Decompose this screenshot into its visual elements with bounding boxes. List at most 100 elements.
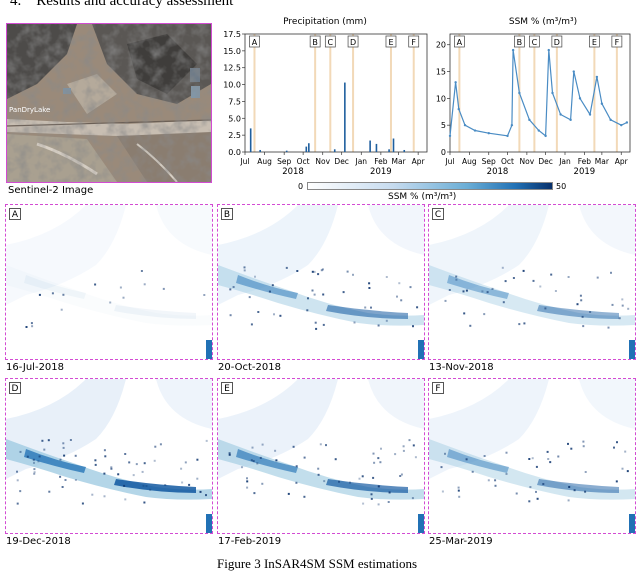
ssm-series-point [551, 91, 554, 95]
ssm-background-region [368, 205, 424, 255]
ssm-wet-pixel [124, 453, 127, 455]
ssm-wet-pixel [523, 322, 526, 325]
event-marker-box [309, 35, 321, 48]
ssm-wet-pixel [261, 443, 264, 446]
ssm-wet-pixel [25, 326, 28, 328]
ssm-wet-core [326, 305, 408, 319]
ssm-wet-pixel [33, 472, 36, 475]
ssm-wet-pixel [624, 450, 627, 453]
panel-date: 13-Nov-2018 [429, 362, 494, 373]
ssm-wet-pixel [581, 315, 584, 318]
ssm-series-point [528, 118, 531, 122]
x-tick-label: Dec [538, 157, 553, 166]
ssm-wet-pixel [457, 486, 460, 489]
ssm-wet-pixel [228, 453, 231, 456]
place-label: PanDryLake [9, 106, 50, 114]
event-marker-box [611, 35, 623, 48]
ssm-wet-pixel [205, 494, 207, 497]
figure-caption: Figure 3 InSAR4SM SSM estimations [217, 556, 418, 571]
ssm-wet-pixel [550, 273, 553, 276]
ssm-wet-pixel [398, 282, 401, 285]
ssm-series-point [510, 123, 514, 127]
precip-bar [305, 146, 308, 152]
ssm-background-region [579, 379, 635, 429]
ssm-wet-pixel [246, 486, 249, 489]
ssm-wet-pixel [518, 323, 521, 326]
panel-tag: E [221, 382, 233, 394]
panel-date: 20-Oct-2018 [218, 362, 281, 373]
panel-tag: A [9, 208, 21, 220]
ssm-wet-pixel [117, 473, 120, 476]
ssm-wet-pixel [388, 491, 391, 494]
ssm-wet-pixel [31, 325, 34, 328]
ssm-wet-pixel [259, 456, 262, 459]
ssm-wet-pixel [124, 498, 127, 501]
section-title: Results and accuracy assessment [36, 0, 234, 9]
ssm-wet-core [24, 275, 86, 299]
colorbar-title: SSM % (m³/m³) [388, 192, 457, 202]
ssm-wet-pixel [462, 290, 465, 293]
ssm-wet-pixel [483, 313, 486, 316]
ssm-wet-pixel [145, 485, 148, 487]
ssm-series-point [454, 81, 457, 84]
x-tick-label: Apr [412, 157, 426, 166]
ssm-wet-pixel [271, 284, 274, 287]
ssm-wet-pixel [315, 327, 318, 330]
ssm-wet-pixel [16, 502, 19, 505]
event-marker-label: E [388, 38, 393, 47]
ssm-wet-pixel [487, 479, 490, 482]
ssm-wet-pixel [140, 270, 143, 272]
ssm-map-panel: B [217, 204, 425, 360]
year-label-right: 2019 [574, 167, 596, 177]
x-tick-label: Oct [297, 157, 310, 166]
ssm-series-point [620, 123, 623, 127]
ssm-wet-pixel [448, 289, 451, 291]
ssm-wet-pixel [412, 444, 415, 447]
ssm-wet-pixel [43, 448, 46, 451]
ssm-series-point [572, 70, 575, 73]
ssm-edge-patch [629, 340, 635, 359]
ssm-wet-pixel [441, 490, 444, 493]
y-tick-label: 2.5 [228, 131, 241, 140]
event-marker-label: C [532, 38, 538, 47]
ssm-wet-pixel [285, 266, 288, 269]
ssm-wet-pixel [455, 275, 458, 278]
precip-bar [403, 149, 406, 152]
ssm-wet-pixel [372, 476, 375, 479]
ssm-wet-pixel [143, 283, 146, 286]
ssm-edge-patch [418, 514, 424, 533]
ssm-wet-pixel [94, 459, 97, 462]
ssm-wet-pixel [353, 321, 356, 324]
y-tick-label: 10 [436, 94, 446, 103]
ssm-wet-pixel [295, 465, 298, 468]
ssm-series-point [537, 129, 540, 132]
ssm-wet-pixel [377, 485, 380, 488]
precip-bar [285, 150, 288, 152]
y-tick-label: 17.5 [223, 30, 241, 39]
sentinel-image: PanDryLake [7, 24, 211, 182]
ssm-series-point [559, 113, 562, 116]
ssm-wet-pixel [372, 452, 375, 455]
ssm-wet-pixel [380, 447, 382, 450]
ssm-wet-pixel [143, 462, 146, 465]
ssm-wet-pixel [582, 440, 585, 443]
ssm-wet-pixel [529, 486, 532, 489]
ssm-wet-pixel [408, 439, 411, 442]
ssm-map-panel: C [428, 204, 636, 360]
ssm-wet-pixel [143, 501, 146, 504]
ssm-wet-pixel [319, 443, 322, 446]
event-marker-box [514, 35, 525, 48]
ssm-wet-pixel [128, 461, 131, 464]
ssm-wet-core [24, 449, 86, 473]
ssm-wet-pixel [379, 461, 382, 464]
panel-date: 17-Feb-2019 [218, 536, 282, 547]
ssm-wet-pixel [458, 495, 461, 498]
ssm-wet-pixel [91, 493, 94, 496]
ssm-map-panel: F [428, 378, 636, 534]
ssm-wet-core [537, 305, 619, 319]
ssm-wet-pixel [325, 444, 327, 447]
ssm-wet-pixel [123, 484, 126, 487]
panel-date: 19-Dec-2018 [6, 536, 71, 547]
ssm-series-point [625, 121, 629, 124]
precip-bar [392, 138, 395, 152]
